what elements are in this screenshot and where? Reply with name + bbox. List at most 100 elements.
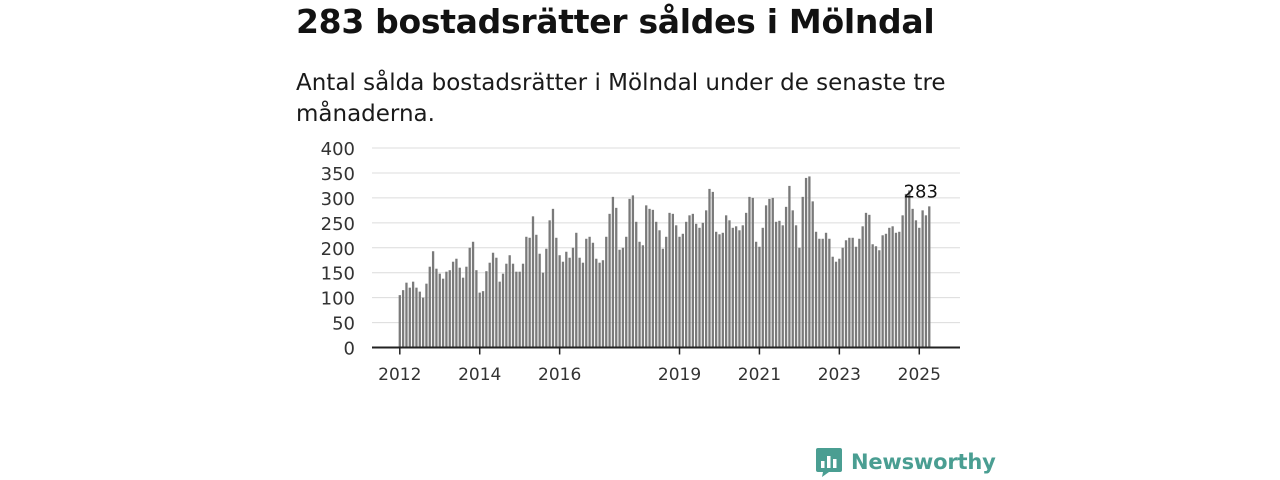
bar (671, 213, 675, 348)
bar (538, 253, 541, 348)
bar (658, 230, 661, 348)
bar (804, 177, 808, 348)
bar (891, 226, 894, 348)
y-tick-label: 150 (321, 264, 355, 285)
bar (708, 188, 711, 348)
bar (894, 232, 898, 348)
x-tick-label: 2012 (378, 365, 421, 385)
bar (688, 215, 691, 348)
bar (744, 212, 748, 348)
bar (435, 268, 438, 348)
bar (438, 273, 441, 348)
bar (731, 227, 734, 348)
bar (675, 225, 678, 348)
bar (771, 197, 774, 348)
bar (751, 197, 754, 348)
x-tick-label: 2021 (738, 365, 781, 385)
bar (475, 270, 478, 348)
bar (655, 221, 658, 348)
bar (465, 266, 468, 348)
bar (585, 238, 588, 348)
bar (768, 198, 771, 348)
y-tick-label: 400 (321, 139, 355, 160)
bar (421, 297, 425, 348)
bar (874, 246, 878, 348)
bar (831, 256, 834, 348)
bar (811, 201, 814, 348)
bar (854, 246, 858, 348)
bar (728, 220, 731, 348)
bar (418, 291, 421, 348)
bar (428, 266, 431, 348)
bar (461, 277, 465, 348)
bar (565, 251, 568, 348)
bar (724, 215, 728, 348)
bar (401, 290, 405, 348)
bar (715, 231, 718, 348)
bar (471, 241, 475, 348)
bar (478, 292, 481, 348)
bar (618, 249, 621, 348)
bar (518, 271, 521, 348)
bar (628, 198, 631, 348)
bar (515, 271, 518, 348)
bar (884, 233, 888, 348)
x-tick-label: 2023 (818, 365, 861, 385)
bar (411, 281, 415, 348)
bar (631, 195, 635, 348)
newsworthy-logo: Newsworthy (815, 446, 996, 478)
highlight-value-label: 283 (904, 181, 938, 202)
bar (904, 193, 908, 348)
bar (495, 257, 498, 348)
bar (791, 210, 794, 348)
bar (678, 236, 681, 348)
y-tick-label: 350 (321, 164, 355, 185)
bar (838, 258, 841, 348)
bar (705, 210, 708, 348)
bar (778, 220, 781, 348)
bar (784, 206, 788, 348)
bar (555, 237, 558, 348)
bar (808, 176, 811, 348)
bar (741, 225, 744, 348)
bar (598, 262, 601, 348)
bar (871, 244, 874, 348)
bar (734, 226, 738, 348)
bar (928, 206, 931, 348)
bar (431, 251, 435, 348)
bar (921, 210, 924, 348)
bar (738, 230, 741, 348)
bar (798, 247, 801, 348)
bar (881, 235, 884, 348)
bar (918, 227, 921, 348)
bar (898, 231, 901, 348)
x-tick-label: 2025 (898, 365, 941, 385)
bar (408, 287, 411, 348)
bar (571, 247, 575, 348)
bar (788, 185, 791, 348)
bar (841, 247, 844, 348)
bar (681, 233, 684, 348)
bar (441, 278, 445, 348)
x-tick-label: 2019 (658, 365, 701, 385)
y-tick-label: 0 (344, 339, 355, 360)
bar (611, 196, 615, 348)
bar (581, 262, 585, 348)
bar (535, 234, 538, 348)
bar (591, 242, 595, 348)
y-tick-label: 300 (321, 189, 355, 210)
bar (615, 207, 618, 348)
bar (758, 246, 761, 348)
newsworthy-logo-text: Newsworthy (851, 450, 996, 474)
bar (848, 237, 851, 348)
bar (814, 231, 818, 348)
newsworthy-logo-icon (816, 448, 842, 477)
bar (405, 282, 408, 348)
bar (668, 212, 671, 348)
bar (575, 232, 578, 348)
bar (521, 263, 525, 348)
bar (635, 221, 638, 348)
bar (914, 220, 918, 348)
bar (491, 252, 495, 348)
bar (851, 237, 854, 348)
